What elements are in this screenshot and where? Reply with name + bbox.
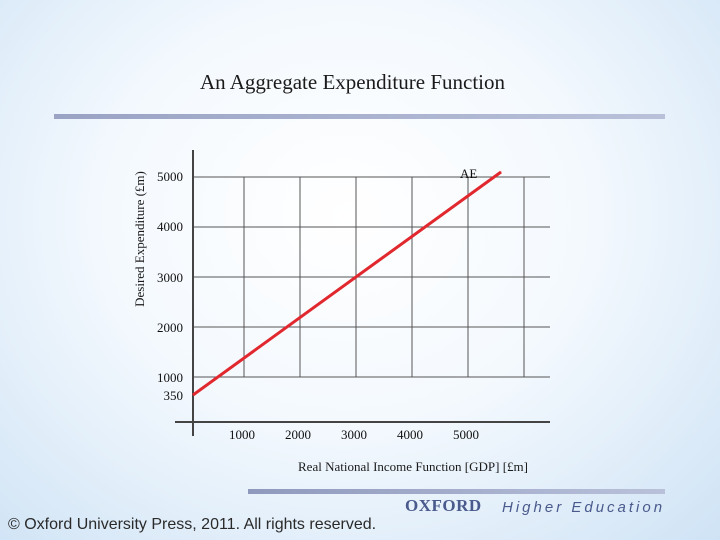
grid-lines: [193, 176, 550, 378]
x-tick-label: 3000: [341, 427, 367, 442]
x-tick-label: 1000: [229, 427, 255, 442]
x-tick-label: 5000: [453, 427, 479, 442]
y-tick-label: 2000: [157, 320, 183, 335]
top-divider-bar: [54, 114, 665, 119]
series-labels: AE: [460, 166, 477, 181]
oxford-logo-text: OXFORD: [405, 496, 482, 515]
x-axis-label: Real National Income Function [GDP] [£m]: [298, 459, 528, 474]
y-tick-label: 4000: [157, 219, 183, 234]
y-tick-labels: 350 1000 2000 3000 4000 5000: [157, 169, 183, 403]
series-lines: [192, 170, 502, 397]
axes: [175, 150, 550, 436]
y-tick-label: 3000: [157, 270, 183, 285]
ae-series-label: AE: [460, 166, 477, 181]
bottom-divider-bar: [248, 489, 665, 494]
chart-title: An Aggregate Expenditure Function: [199, 70, 505, 94]
ae-point-1: [500, 171, 502, 173]
ae-point-0: [192, 394, 194, 396]
higher-education-text: Higher Education: [502, 499, 666, 516]
x-tick-label: 2000: [285, 427, 311, 442]
y-tick-label: 5000: [157, 169, 183, 184]
x-tick-labels: 1000 2000 3000 4000 5000: [229, 427, 479, 442]
x-tick-label: 4000: [397, 427, 423, 442]
copyright-text: © Oxford University Press, 2011. All rig…: [8, 516, 377, 533]
y-tick-label: 1000: [157, 370, 183, 385]
ae-line: [192, 170, 502, 397]
y-tick-label: 350: [164, 388, 184, 403]
